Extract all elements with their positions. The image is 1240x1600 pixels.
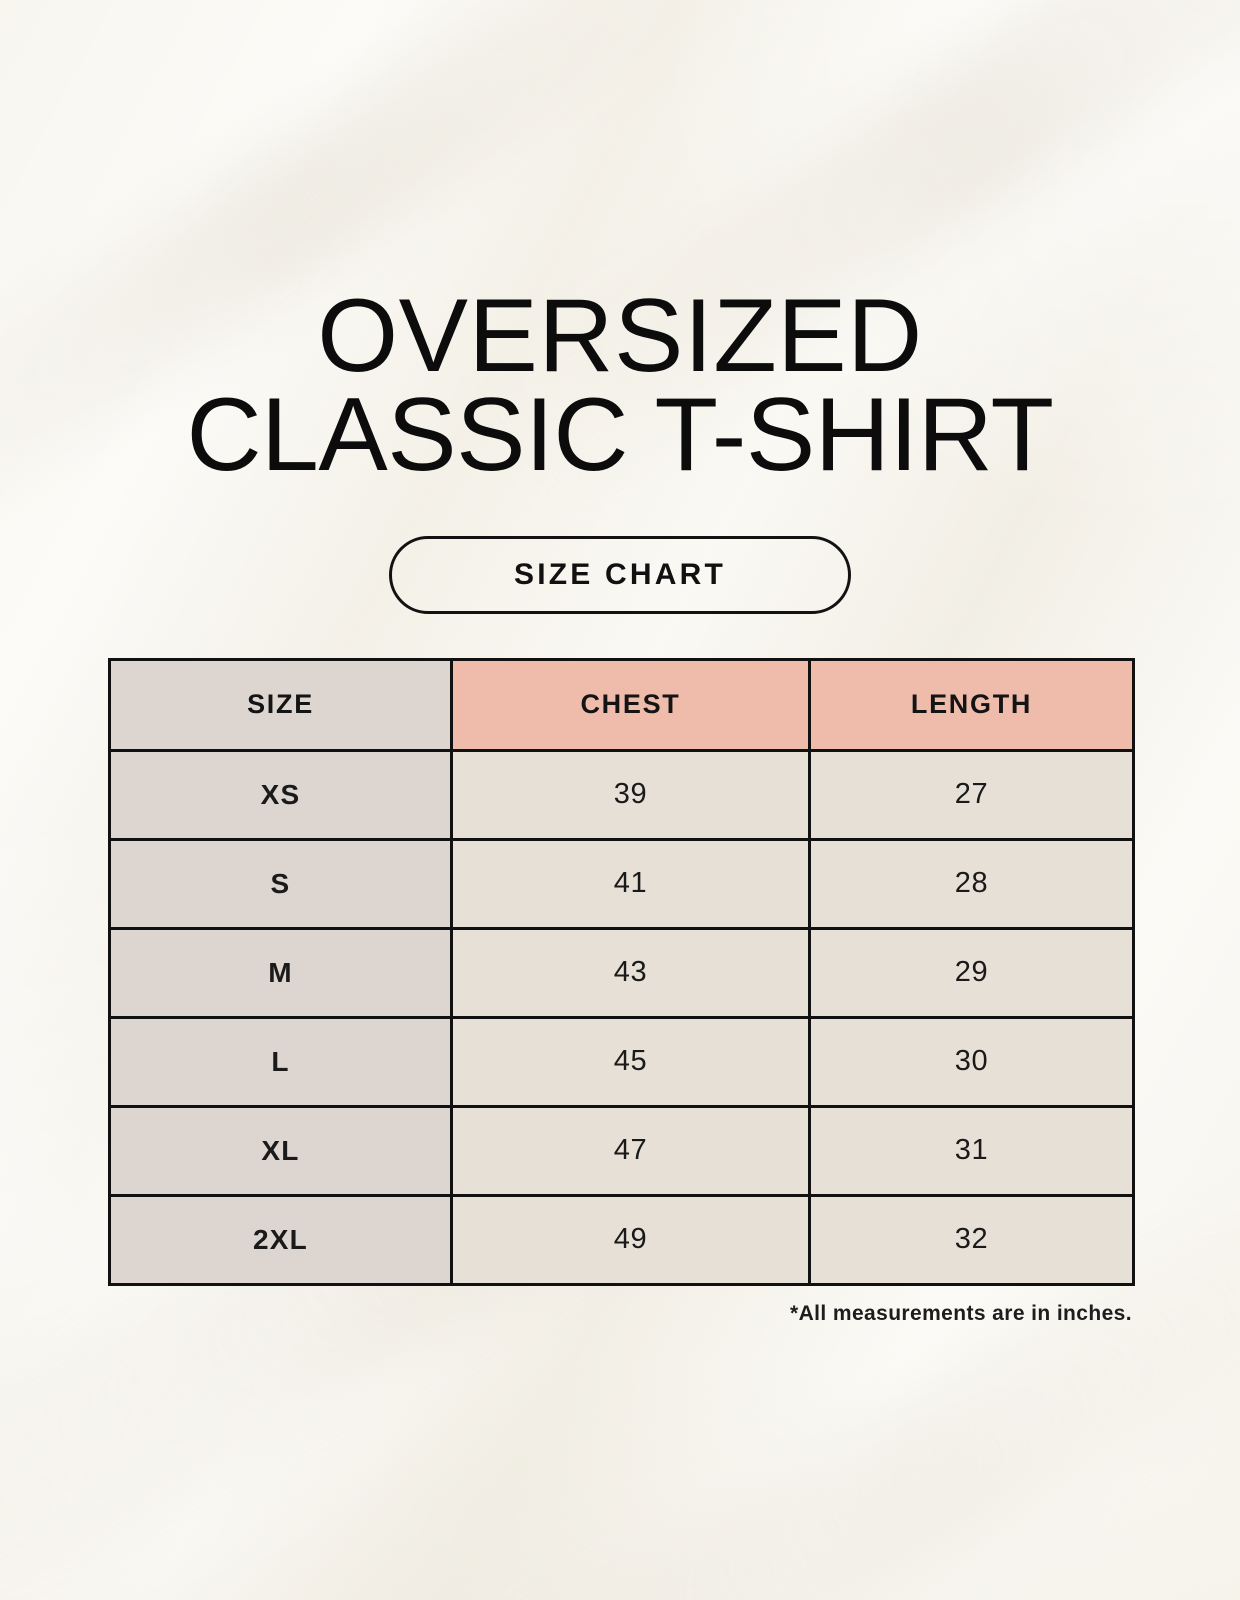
column-header-length: LENGTH xyxy=(808,657,1135,752)
cell-chest: 39 xyxy=(450,748,811,841)
badge-row: SIZE CHART xyxy=(0,535,1240,614)
cell-chest: 49 xyxy=(450,1193,811,1286)
page-title-line-2: CLASSIC T-SHIRT xyxy=(186,376,1054,493)
size-table-container: SIZE CHEST LENGTH XS 39 27 S 41 28 M 43 29 L 45 30 X… xyxy=(108,657,1135,1286)
cell-size: 2XL xyxy=(108,1193,453,1286)
cell-size: L xyxy=(108,1015,453,1108)
cell-length: 27 xyxy=(808,748,1135,841)
size-table-head: SIZE CHEST LENGTH xyxy=(108,657,1135,752)
cell-size: XL xyxy=(108,1104,453,1197)
cell-length: 29 xyxy=(808,926,1135,1019)
cell-length: 30 xyxy=(808,1015,1135,1108)
cell-size: M xyxy=(108,926,453,1019)
cell-chest: 41 xyxy=(450,837,811,930)
cell-size: S xyxy=(108,837,453,930)
cell-size: XS xyxy=(108,748,453,841)
table-row: S 41 28 xyxy=(108,837,1135,930)
cell-chest: 47 xyxy=(450,1104,811,1197)
size-chart-badge: SIZE CHART xyxy=(389,535,851,614)
cell-chest: 45 xyxy=(450,1015,811,1108)
table-row: M 43 29 xyxy=(108,926,1135,1019)
table-row: L 45 30 xyxy=(108,1015,1135,1108)
content-stack: OVERSIZED CLASSIC T-SHIRT SIZE CHART SIZ… xyxy=(0,0,1240,1325)
table-row: 2XL 49 32 xyxy=(108,1193,1135,1286)
cell-length: 31 xyxy=(808,1104,1135,1197)
size-table-body: XS 39 27 S 41 28 M 43 29 L 45 30 XL 47 31 2XL 49 32 xyxy=(108,748,1135,1286)
cell-chest: 43 xyxy=(450,926,811,1019)
page-title-line-1: OVERSIZED xyxy=(317,278,923,394)
measurements-footnote: *All measurements are in inches. xyxy=(790,1301,1132,1325)
cell-length: 32 xyxy=(808,1193,1135,1286)
page-title: OVERSIZED CLASSIC T-SHIRT xyxy=(0,0,1240,493)
table-row: XL 47 31 xyxy=(108,1104,1135,1197)
column-header-chest: CHEST xyxy=(450,657,811,752)
table-row: XS 39 27 xyxy=(108,748,1135,841)
cell-length: 28 xyxy=(808,837,1135,930)
table-header-row: SIZE CHEST LENGTH xyxy=(108,657,1135,752)
size-table: SIZE CHEST LENGTH XS 39 27 S 41 28 M 43 29 L 45 30 X… xyxy=(108,657,1135,1286)
column-header-size: SIZE xyxy=(108,657,453,752)
